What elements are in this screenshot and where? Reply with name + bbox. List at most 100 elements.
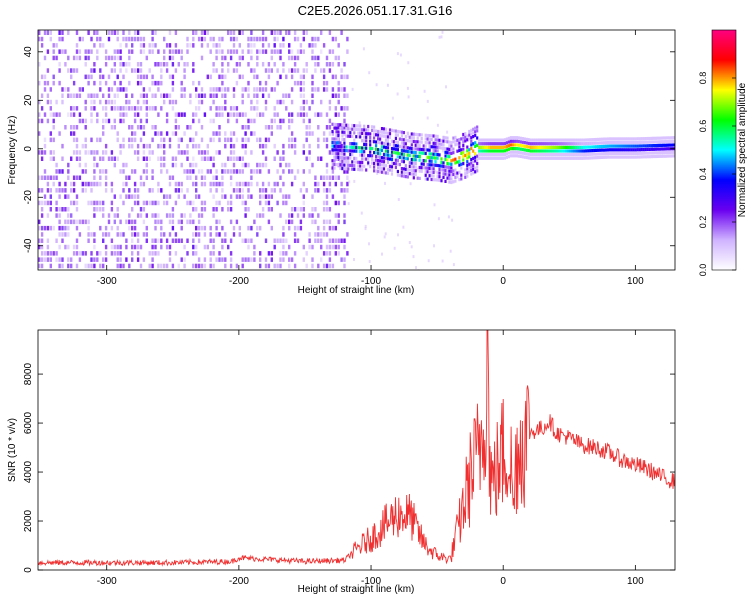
spectrogram-cell — [133, 106, 137, 111]
spectrogram-cell — [200, 175, 204, 180]
spectrogram-cell — [125, 257, 128, 262]
spectrogram-cell — [337, 155, 340, 159]
spectrogram-cell — [308, 232, 311, 237]
spectrogram-cell — [64, 232, 67, 237]
spectrogram-cell — [388, 164, 392, 168]
spectrogram-cell — [579, 156, 582, 160]
spectrogram-cell — [290, 181, 294, 187]
spectrogram-cell — [296, 49, 300, 54]
spectrogram-cell — [666, 143, 669, 147]
spectrogram-cell — [388, 168, 392, 172]
spectrogram-cell — [195, 112, 198, 117]
spectrogram-cell — [75, 137, 79, 143]
spectrogram-cell — [279, 30, 282, 35]
spectrogram-cell — [215, 93, 218, 98]
spectrogram-cell — [480, 138, 483, 142]
spectrogram-cell — [139, 213, 143, 218]
spectrogram-cell — [128, 49, 131, 54]
spectrogram-cell — [285, 30, 288, 35]
spectrogram-cell — [224, 131, 227, 136]
spectrogram-cell — [241, 156, 244, 161]
spectrogram-cell — [648, 147, 651, 151]
spectrogram-cell — [497, 138, 501, 142]
spectrogram-cell — [250, 118, 253, 124]
spectrogram-cell — [267, 263, 271, 269]
spectrogram-cell — [145, 232, 148, 237]
spectrogram-cell — [145, 175, 148, 180]
spectrogram-cell — [128, 99, 131, 105]
spectrogram-cell — [328, 125, 332, 130]
spectrogram-cell — [438, 138, 441, 142]
spectrogram-cell — [583, 138, 586, 142]
spectrogram-cell — [476, 154, 479, 158]
spectrogram-cell — [468, 166, 471, 170]
spectrogram-cell — [410, 172, 413, 176]
spectrogram-cell — [149, 24, 151, 29]
spectrogram-cell — [601, 148, 604, 152]
spectrogram-cell — [273, 118, 276, 124]
spectrogram-cell — [408, 164, 411, 168]
spectrogram-cell — [612, 137, 616, 141]
spectrogram-cell — [180, 150, 183, 155]
spectrogram-cell — [197, 99, 201, 105]
spectrogram-cell — [579, 145, 582, 149]
spectrogram-cell — [247, 238, 250, 243]
spectrogram-cell — [215, 24, 217, 29]
spectrogram-cell — [317, 188, 320, 193]
spectrogram-cell — [177, 219, 180, 225]
spectrogram-cell — [72, 131, 76, 136]
spectrogram-cell — [393, 246, 396, 250]
spectrogram-cell — [197, 143, 201, 149]
spectrogram-cell — [632, 155, 635, 159]
spectrogram-cell — [209, 118, 212, 124]
spectrogram-cell — [402, 152, 405, 156]
spectrogram-cell — [160, 143, 163, 149]
spectrogram-cell — [270, 225, 273, 231]
spectrogram-cell — [603, 152, 606, 156]
spectrogram-cell — [259, 194, 262, 199]
spectrogram-cell — [355, 146, 358, 150]
spectrogram-cell — [355, 127, 358, 131]
spectrogram-cell — [561, 156, 564, 160]
spectrogram-cell — [632, 140, 635, 145]
spectrogram-cell — [241, 188, 244, 193]
spectrogram-cell — [299, 112, 303, 117]
spectrogram-cell — [168, 244, 172, 250]
spectrogram-cell — [90, 93, 93, 98]
spectrogram-cell — [136, 200, 140, 206]
spectrogram-cell — [341, 123, 344, 127]
spectrogram-cell — [96, 49, 99, 54]
spectrogram-cell — [379, 155, 382, 159]
spectrogram-cell — [618, 148, 621, 152]
spectrogram-cell — [349, 142, 352, 146]
spectrogram-cell — [157, 188, 160, 193]
spectrogram-cell — [264, 263, 268, 269]
spectrogram-cell — [575, 153, 578, 157]
spectrogram-cell — [450, 148, 453, 152]
spectrogram-cell — [40, 150, 44, 155]
spectrogram-cell — [305, 131, 308, 136]
spectrogram-cell — [343, 152, 346, 156]
spectrogram-cell — [43, 175, 47, 180]
spectrogram-cell — [375, 169, 378, 173]
spectrogram-cell — [430, 134, 433, 138]
spectrogram-cell — [386, 171, 390, 175]
spectrogram-cell — [232, 169, 236, 174]
spectrogram-cell — [221, 106, 224, 111]
spectrogram-cell — [125, 87, 128, 92]
spectrogram-cell — [343, 156, 346, 161]
spectrogram-cell — [652, 136, 655, 140]
spectrogram-cell — [215, 181, 218, 187]
spectrogram-cell — [93, 68, 96, 73]
spectrogram-cell — [84, 143, 87, 149]
spectrogram-cell — [125, 194, 128, 199]
spectrogram-cell — [87, 93, 90, 98]
spectrogram-cell — [40, 251, 44, 256]
spectrogram-cell — [90, 232, 93, 237]
spectrogram-cell — [244, 87, 247, 92]
spectrogram-cell — [416, 167, 419, 171]
spectrogram-cell — [369, 143, 372, 147]
spectrogram-cell — [157, 263, 160, 269]
spectrogram-cell — [626, 148, 629, 152]
spectrogram-cell — [215, 87, 218, 92]
